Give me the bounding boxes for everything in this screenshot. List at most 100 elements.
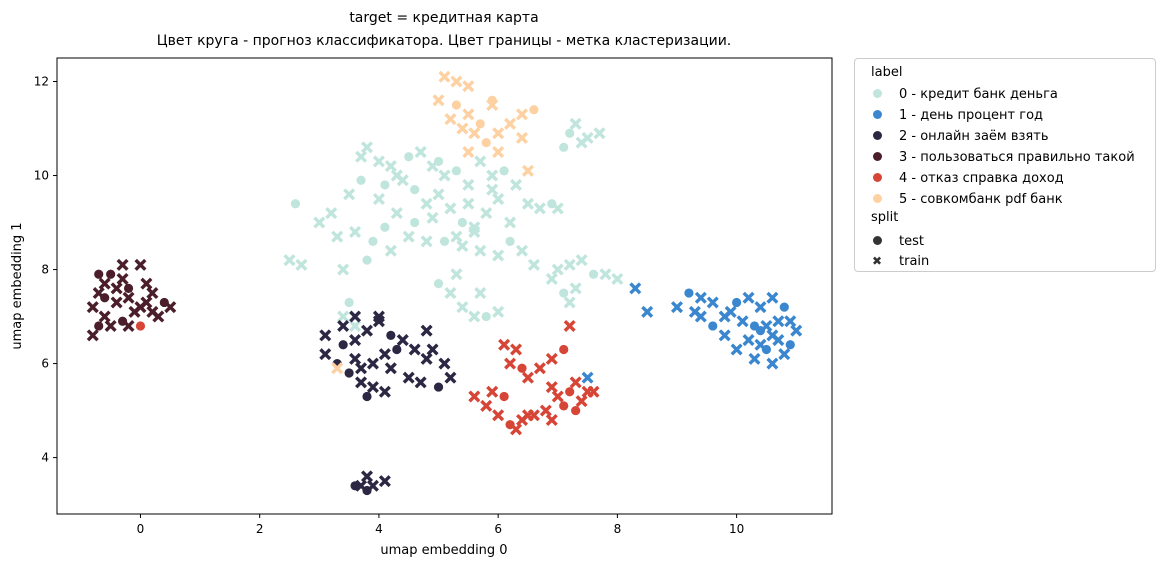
data-point (593, 127, 606, 140)
data-point (730, 343, 743, 356)
data-point (468, 390, 481, 403)
data-point (134, 258, 147, 271)
chart-title: target = кредитная карта (349, 10, 538, 26)
data-point (146, 287, 159, 300)
data-point (499, 166, 509, 176)
data-point (384, 244, 397, 257)
data-point (408, 343, 421, 356)
legend-swatch-1 (872, 109, 882, 119)
data-point (521, 371, 534, 384)
legend-swatch-4 (872, 172, 882, 182)
data-point (451, 100, 462, 110)
data-point (337, 319, 350, 332)
data-point (100, 293, 110, 303)
data-point (742, 291, 755, 304)
data-point (420, 197, 433, 210)
data-point (414, 146, 427, 159)
data-point (123, 283, 134, 293)
data-point (575, 395, 588, 408)
data-point (510, 178, 523, 191)
data-point (116, 272, 129, 285)
data-point (587, 385, 600, 398)
data-point (611, 272, 624, 285)
data-point (545, 381, 558, 394)
data-point (462, 197, 475, 210)
data-point (563, 258, 576, 271)
x-tick-label: 6 (494, 522, 502, 536)
data-point (785, 340, 795, 350)
data-point (575, 136, 588, 149)
data-point (766, 329, 779, 342)
data-point (439, 236, 450, 246)
legend-text-4: 4 - отказ справка доход (899, 170, 1064, 186)
data-point (486, 385, 499, 398)
data-point (344, 368, 354, 378)
data-point (559, 288, 569, 298)
data-point (319, 329, 332, 342)
data-point (588, 269, 599, 279)
data-point (355, 362, 368, 375)
data-point (551, 202, 564, 215)
data-point (468, 221, 481, 234)
data-point (551, 390, 564, 403)
data-point (708, 321, 718, 331)
legend-text-train: train (899, 253, 930, 269)
y-tick-label: 4 (41, 451, 49, 465)
data-point (331, 230, 344, 243)
data-point (545, 413, 558, 426)
data-point (510, 423, 523, 436)
data-point (492, 249, 505, 262)
data-point (772, 315, 785, 328)
data-point (349, 352, 362, 365)
data-point (338, 340, 348, 350)
data-point (122, 319, 135, 332)
data-point (86, 301, 99, 314)
data-point (515, 108, 529, 121)
data-point (98, 277, 111, 290)
data-point (414, 376, 427, 389)
data-point (481, 311, 491, 322)
data-point (438, 70, 451, 83)
y-tick-label: 12 (34, 75, 49, 89)
legend-text-3: 3 - пользоваться правильно такой (899, 149, 1135, 165)
data-point (360, 141, 374, 154)
data-point (426, 211, 439, 224)
data-point (444, 371, 457, 384)
data-point (146, 305, 159, 318)
points-layer (86, 70, 803, 496)
data-point (571, 405, 581, 416)
data-point (349, 334, 362, 347)
x-tick-label: 8 (614, 522, 622, 536)
data-point (581, 371, 594, 384)
data-point (492, 409, 505, 422)
x-tick-label: 10 (729, 522, 744, 536)
data-point (349, 225, 362, 238)
data-point (433, 279, 444, 289)
data-point (487, 95, 497, 105)
data-point (362, 255, 372, 265)
data-point (110, 296, 123, 309)
data-point (510, 343, 523, 356)
data-point (433, 156, 444, 167)
data-point (360, 470, 374, 483)
data-point (565, 387, 575, 397)
data-point (754, 301, 767, 314)
data-point (402, 371, 415, 384)
data-point (732, 297, 742, 308)
x-axis-label: umap embedding 0 (380, 543, 507, 558)
data-point (684, 288, 694, 298)
data-point (438, 169, 451, 182)
data-point (378, 475, 391, 488)
data-point (372, 310, 385, 323)
data-point (521, 164, 534, 177)
data-point (135, 321, 146, 331)
data-point (515, 131, 529, 144)
data-point (355, 150, 368, 163)
data-point (748, 352, 761, 365)
data-point (450, 75, 463, 88)
data-point (372, 155, 385, 168)
data-point (106, 269, 116, 279)
y-tick-label: 10 (34, 169, 49, 183)
legend: label 0 - кредит банк деньга 1 - день пр… (854, 58, 1156, 272)
data-point (517, 363, 527, 373)
